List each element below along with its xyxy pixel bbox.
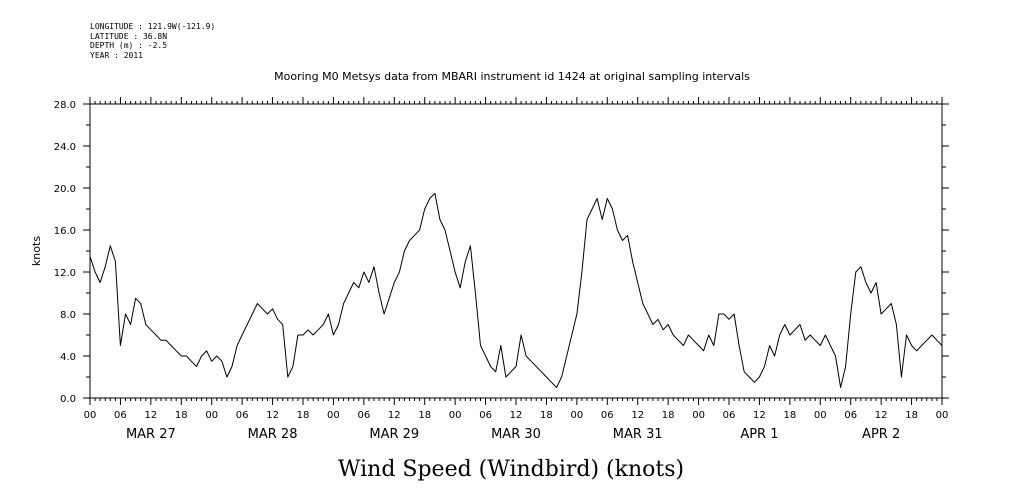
x-tick-label: 00 — [570, 410, 583, 421]
day-label: MAR 31 — [613, 427, 663, 442]
x-axis: 00 06 12 18 00 06 12 18 00 06 12 18 00 06 12 18 00 06 12 18… — [84, 97, 949, 442]
x-tick-label: 18 — [905, 410, 918, 421]
y-axis-label: knots — [30, 236, 43, 266]
x-tick-label: 00 — [205, 410, 218, 421]
x-tick-label: 18 — [662, 410, 675, 421]
x-axis-label: Wind Speed (Windbird) (knots) — [338, 457, 684, 482]
series-layer — [89, 192, 943, 388]
x-tick-label: 00 — [692, 410, 705, 421]
longitude-text: LONGITUDE : 121.9W(-121.9) — [90, 22, 216, 31]
x-tick-label: 06 — [236, 410, 249, 421]
x-tick-label: 18 — [175, 410, 188, 421]
x-tick-label: 12 — [510, 410, 523, 421]
x-tick-label: 06 — [479, 410, 492, 421]
y-axis: 0.0 4.0 8.0 12.0 16.0 20.0 24.0 28.0 — [54, 100, 949, 405]
x-tick-label: 00 — [814, 410, 827, 421]
latitude-text: LATITUDE : 36.8N — [90, 31, 168, 41]
day-label: MAR 28 — [248, 427, 298, 442]
chart-title: Mooring M0 Metsys data from MBARI instru… — [274, 70, 750, 83]
x-tick-label: 06 — [114, 410, 127, 421]
x-tick-label: 00 — [936, 410, 949, 421]
x-tick-label: 18 — [418, 410, 431, 421]
x-tick-label: 06 — [357, 410, 370, 421]
x-tick-label: 12 — [875, 410, 888, 421]
day-label: APR 2 — [862, 427, 900, 442]
x-tick-label: 12 — [388, 410, 401, 421]
x-tick-label: 00 — [449, 410, 462, 421]
x-tick-label: 12 — [753, 410, 766, 421]
y-tick-label: 4.0 — [60, 352, 76, 363]
x-tick-label: 06 — [723, 410, 736, 421]
x-tick-label: 00 — [327, 410, 340, 421]
y-tick-label: 24.0 — [54, 142, 76, 153]
x-tick-label: 12 — [144, 410, 157, 421]
y-tick-label: 8.0 — [60, 310, 76, 321]
y-tick-label: 28.0 — [54, 100, 76, 111]
day-label: APR 1 — [740, 427, 778, 442]
metadata-block: LONGITUDE : 121.9W(-121.9) LATITUDE : 36… — [90, 22, 215, 60]
x-tick-label: 00 — [84, 410, 97, 421]
x-tick-label: 06 — [844, 410, 857, 421]
day-label: MAR 30 — [491, 427, 541, 442]
x-tick-label: 18 — [297, 410, 310, 421]
wind-speed-line — [89, 192, 943, 388]
y-tick-label: 20.0 — [54, 184, 76, 195]
x-tick-label: 06 — [601, 410, 614, 421]
y-tick-label: 0.0 — [60, 394, 76, 405]
day-label: MAR 27 — [126, 427, 176, 442]
depth-text: DEPTH (m) : -2.5 — [90, 41, 168, 50]
x-tick-label: 12 — [631, 410, 644, 421]
x-tick-label: 18 — [540, 410, 553, 421]
year-text: YEAR : 2011 — [90, 50, 143, 60]
y-tick-label: 12.0 — [54, 268, 76, 279]
x-tick-label: 12 — [266, 410, 279, 421]
y-tick-label: 16.0 — [54, 226, 76, 237]
plot-frame — [89, 103, 943, 399]
day-label: MAR 29 — [369, 427, 419, 442]
x-tick-label: 18 — [783, 410, 796, 421]
